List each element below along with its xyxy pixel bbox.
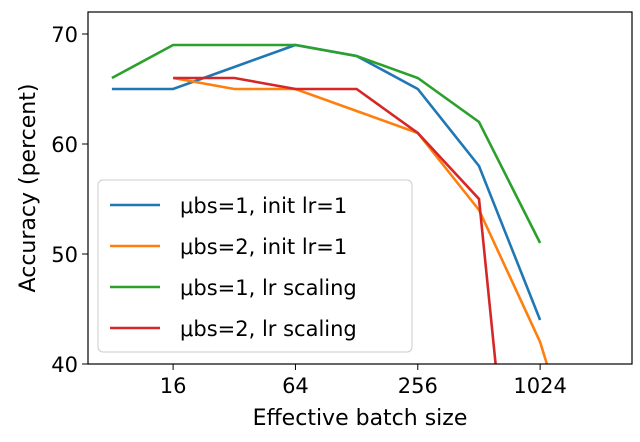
x-tick-label: 1024: [513, 374, 566, 398]
legend-label-1: μbs=2, init lr=1: [180, 235, 347, 259]
x-tick-label: 64: [282, 374, 309, 398]
series-line-2: [111, 43, 542, 244]
series-line-1: [172, 76, 549, 365]
x-tick-label: 256: [398, 374, 438, 398]
legend-label-2: μbs=1, lr scaling: [180, 276, 357, 300]
legend-label-3: μbs=2, lr scaling: [180, 317, 357, 341]
y-axis: 40 50 60 70: [51, 23, 88, 377]
y-axis-label: Accuracy (percent): [16, 84, 41, 293]
x-axis-label: Effective batch size: [253, 406, 468, 431]
y-tick-label: 40: [51, 353, 78, 377]
legend-box: [97, 179, 413, 353]
y-tick-label: 60: [51, 133, 78, 157]
plot-lines: [111, 43, 549, 365]
plot-frame: [87, 11, 633, 365]
x-tick-label: 16: [160, 374, 187, 398]
legend: μbs=1, init lr=1 μbs=2, init lr=1 μbs=1, l…: [97, 179, 413, 353]
y-tick-label: 50: [51, 243, 78, 267]
y-tick-label: 70: [51, 23, 78, 47]
x-axis: 16 64 256 1024: [160, 364, 567, 398]
legend-label-0: μbs=1, init lr=1: [180, 194, 347, 218]
series-line-3: [173, 76, 497, 365]
